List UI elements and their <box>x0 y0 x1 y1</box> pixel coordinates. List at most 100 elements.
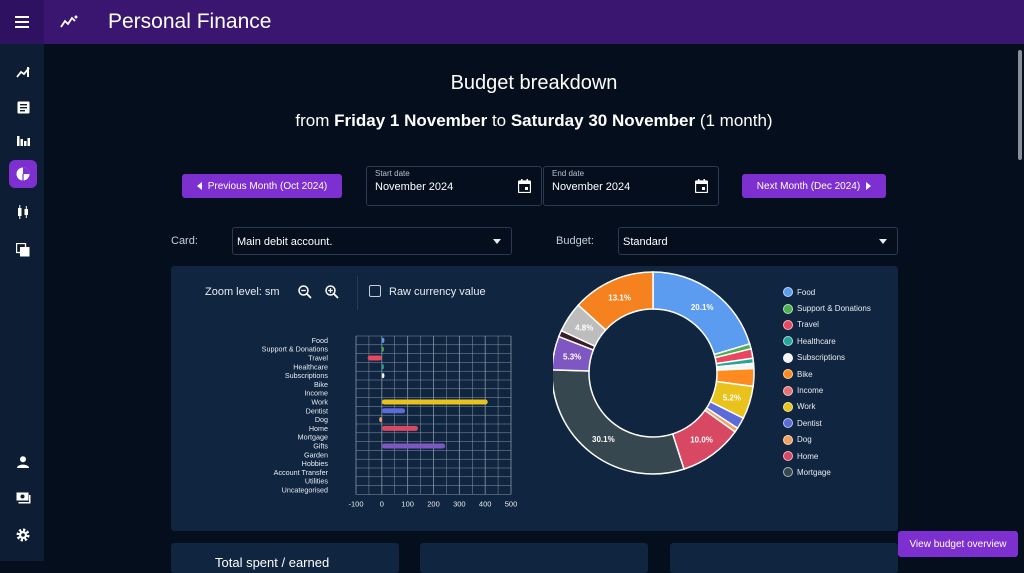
receipt-icon[interactable] <box>9 93 37 121</box>
legend-item[interactable]: Subscriptions <box>783 350 893 366</box>
zoom-out-icon[interactable] <box>297 284 313 300</box>
legend-item[interactable]: Bike <box>783 366 893 382</box>
legend-item[interactable] <box>783 481 893 482</box>
legend-item[interactable]: Work <box>783 399 893 415</box>
card-label: Card: <box>171 235 198 247</box>
legend-swatch <box>783 319 793 330</box>
chart-panel: Zoom level: sm Raw currency value Food Su… <box>171 266 898 531</box>
legend-label: Travel <box>797 320 819 330</box>
chevron-left-icon <box>196 182 202 190</box>
date-range-subtitle: from Friday 1 November to Saturday 30 No… <box>44 111 1024 131</box>
bar-category-label: Food <box>312 336 328 345</box>
bar-x-tick-label: 200 <box>427 499 440 508</box>
legend-swatch <box>783 418 793 429</box>
legend-label: Support & Donations <box>797 304 871 314</box>
menu-button[interactable] <box>0 0 44 44</box>
legend-item[interactable]: Dentist <box>783 415 893 431</box>
legend-item[interactable]: Dog <box>783 432 893 448</box>
copy-icon[interactable] <box>9 236 37 264</box>
raw-currency-checkbox[interactable] <box>369 285 381 297</box>
legend-label: Healthcare <box>797 336 836 346</box>
bar-x-tick-label: 500 <box>505 499 518 508</box>
chart-legend: Food Support & Donations Travel Healthcare S… <box>783 284 893 482</box>
legend-item[interactable]: Income <box>783 382 893 398</box>
legend-swatch <box>783 451 793 462</box>
start-date-label: Start date <box>375 169 410 178</box>
logo-icon <box>60 12 80 32</box>
legend-swatch <box>783 434 793 445</box>
settings-icon[interactable] <box>9 521 37 549</box>
legend-swatch <box>783 401 793 412</box>
category-donut-chart: 20.1% 5.2% 10.0% 30.1% 5.3% 4.8% 13.1% <box>553 271 755 475</box>
sidebar <box>0 44 44 561</box>
bar-category-label: Subscriptions <box>285 371 329 380</box>
card-select[interactable]: Main debit account. <box>232 227 512 255</box>
legend-label: Food <box>797 287 816 297</box>
dropdown-arrow-icon <box>879 239 887 244</box>
scrollbar[interactable] <box>1018 50 1022 160</box>
end-date-field[interactable]: End date November 2024 <box>543 166 719 206</box>
legend-label: Mortgage <box>797 467 831 477</box>
chevron-right-icon <box>866 182 872 190</box>
summary-card: Total spent / earned <box>171 543 399 573</box>
bar-category-label: Garden <box>304 450 328 459</box>
bar-mark <box>381 443 446 449</box>
bar-category-label: Dog <box>315 415 328 424</box>
bar-category-label: Utilities <box>305 477 329 486</box>
next-month-button[interactable]: Next Month (Dec 2024) <box>742 174 886 198</box>
bar-category-label: Mortgage <box>298 433 328 442</box>
legend-swatch <box>783 287 793 298</box>
donut-data-label: 30.1% <box>592 435 615 444</box>
legend-item[interactable]: Mortgage <box>783 464 893 480</box>
end-date-label: End date <box>552 169 585 178</box>
bar-x-tick-label: 0 <box>380 499 384 508</box>
previous-month-label: Previous Month (Oct 2024) <box>207 180 328 192</box>
bar-mark <box>379 417 382 423</box>
pie-chart-icon[interactable] <box>9 160 37 188</box>
donut-data-label: 5.2% <box>723 393 741 402</box>
calendar-icon[interactable] <box>695 179 708 193</box>
zoom-in-icon[interactable] <box>324 284 340 300</box>
raw-currency-label: Raw currency value <box>389 286 486 298</box>
donut-data-label: 5.3% <box>563 353 581 362</box>
start-date-field[interactable]: Start date November 2024 <box>366 166 542 206</box>
legend-item[interactable]: Travel <box>783 317 893 333</box>
budget-select-value: Standard <box>623 236 668 248</box>
legend-label: Home <box>797 451 819 461</box>
subtitle-mid: to <box>487 111 511 130</box>
legend-swatch <box>783 385 793 396</box>
bar-mark <box>381 364 384 370</box>
app-title: Personal Finance <box>108 10 272 33</box>
subtitle-prefix: from <box>295 111 335 130</box>
legend-item[interactable]: Support & Donations <box>783 300 893 316</box>
legend-swatch <box>783 352 793 363</box>
budget-select[interactable]: Standard <box>618 227 898 255</box>
bar-mark <box>381 373 385 379</box>
legend-label: Dog <box>797 435 812 445</box>
legend-item[interactable]: Home <box>783 448 893 464</box>
bar-category-label: Dentist <box>306 406 328 415</box>
payments-icon[interactable] <box>9 484 37 512</box>
bar-category-label: Travel <box>308 354 328 363</box>
bar-category-label: Income <box>304 389 328 398</box>
trending-icon[interactable] <box>9 58 37 86</box>
start-date-value: November 2024 <box>375 181 454 193</box>
subtitle-end: Saturday 30 November <box>510 111 696 130</box>
view-budget-overview-button[interactable]: View budget overview <box>898 531 1018 557</box>
donut-data-label: 10.0% <box>690 436 713 445</box>
previous-month-button[interactable]: Previous Month (Oct 2024) <box>182 174 342 198</box>
bar-chart-icon[interactable] <box>9 126 37 154</box>
candlestick-icon[interactable] <box>9 198 37 226</box>
subtitle-start: Friday 1 November <box>334 111 488 130</box>
bar-mark <box>381 399 488 405</box>
legend-swatch <box>783 369 793 380</box>
legend-item[interactable]: Healthcare <box>783 333 893 349</box>
donut-slice <box>553 369 685 475</box>
legend-item[interactable]: Food <box>783 284 893 300</box>
bar-category-label: Bike <box>314 380 328 389</box>
zoom-level-label: Zoom level: sm <box>205 286 280 298</box>
calendar-icon[interactable] <box>518 179 531 193</box>
person-icon[interactable] <box>9 448 37 476</box>
bar-category-label: Home <box>309 424 328 433</box>
